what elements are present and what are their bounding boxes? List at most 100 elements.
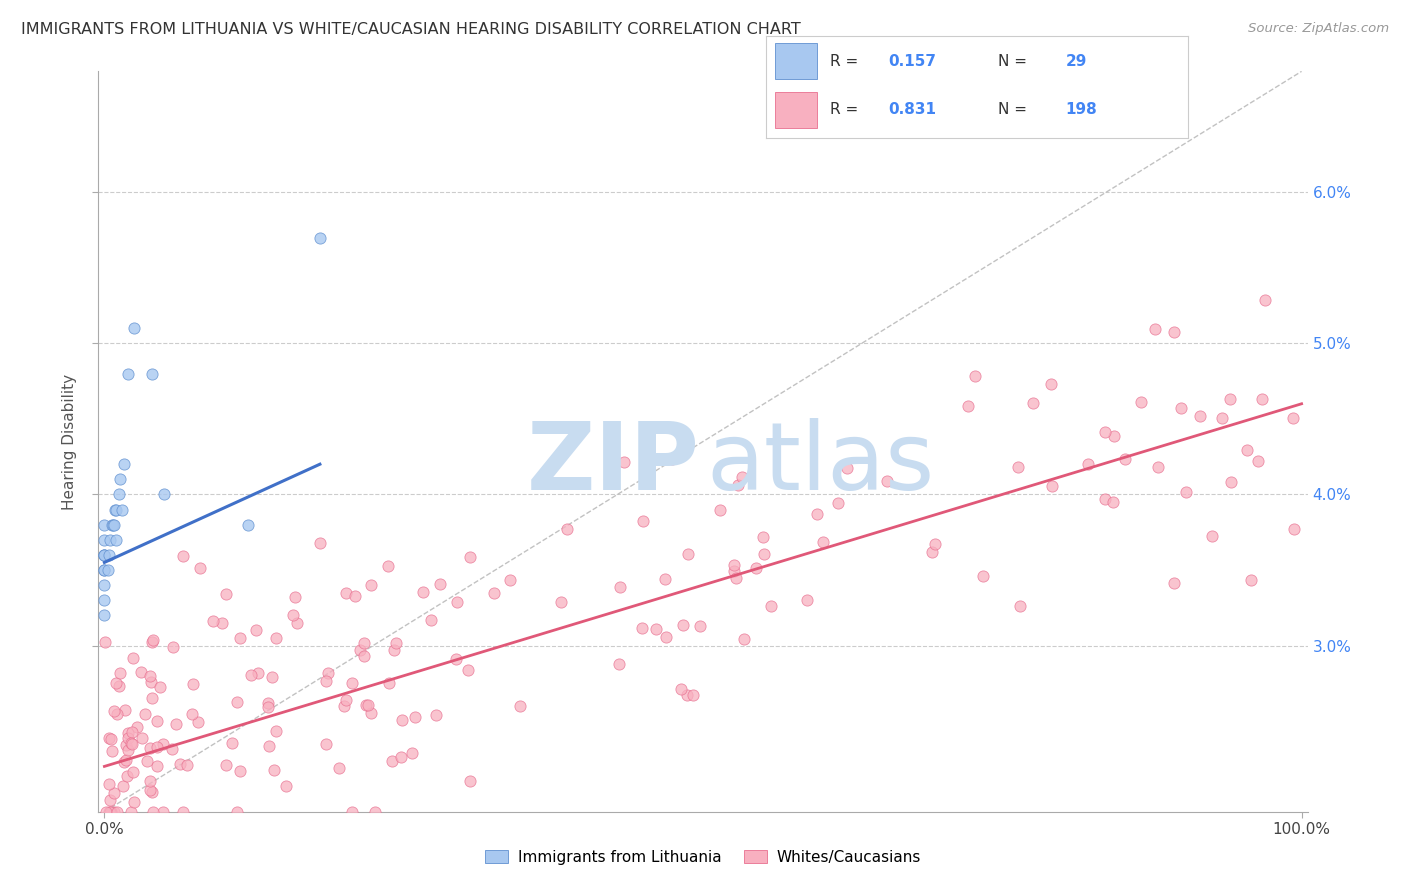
Text: 198: 198 <box>1066 102 1098 117</box>
Point <box>921 544 943 558</box>
Point <box>121 651 143 665</box>
Point <box>631 622 654 636</box>
Point <box>315 737 337 751</box>
Point <box>1251 392 1274 406</box>
Point <box>131 731 153 745</box>
Point <box>225 805 247 819</box>
Point <box>412 584 434 599</box>
Point <box>360 578 382 592</box>
Point <box>1007 459 1029 474</box>
Point <box>446 595 468 609</box>
Point <box>103 805 125 819</box>
Text: R =: R = <box>830 54 863 69</box>
Point <box>263 763 285 777</box>
Point <box>93 563 115 577</box>
Point <box>1040 479 1063 493</box>
Point <box>364 805 387 819</box>
Point <box>141 635 163 649</box>
Point <box>733 632 755 646</box>
Point <box>1147 460 1170 475</box>
Point <box>211 616 233 631</box>
Point <box>98 793 121 807</box>
Point <box>555 522 578 536</box>
Point <box>142 805 165 819</box>
Bar <box>775 43 817 78</box>
Point <box>661 452 683 467</box>
Point <box>162 640 184 655</box>
Point <box>285 616 308 631</box>
Point <box>671 681 693 696</box>
Point <box>108 472 131 486</box>
Point <box>682 689 704 703</box>
Point <box>389 749 412 764</box>
Point <box>340 805 363 819</box>
Point <box>93 517 115 532</box>
Point <box>508 698 530 713</box>
Point <box>202 614 225 628</box>
Point <box>100 732 122 747</box>
Point <box>139 782 162 797</box>
Point <box>97 777 120 791</box>
Point <box>1219 392 1241 406</box>
Point <box>796 593 818 607</box>
Point <box>1130 394 1153 409</box>
Point <box>93 635 115 649</box>
Point <box>1247 453 1270 467</box>
Point <box>344 589 367 603</box>
Point <box>607 657 630 671</box>
Point <box>245 623 267 637</box>
Point <box>127 720 149 734</box>
Point <box>107 487 129 501</box>
Point <box>609 580 631 594</box>
Point <box>153 487 176 501</box>
Text: N =: N = <box>998 54 1032 69</box>
Point <box>98 731 121 745</box>
Point <box>1094 425 1116 439</box>
Point <box>391 713 413 727</box>
Point <box>98 548 121 562</box>
Point <box>165 717 187 731</box>
Point <box>654 572 676 586</box>
Point <box>308 536 330 550</box>
Point <box>105 805 128 819</box>
Point <box>246 665 269 680</box>
Point <box>382 643 405 657</box>
Point <box>108 680 131 694</box>
Point <box>117 743 139 757</box>
Text: IMMIGRANTS FROM LITHUANIA VS WHITE/CAUCASIAN HEARING DISABILITY CORRELATION CHAR: IMMIGRANTS FROM LITHUANIA VS WHITE/CAUCA… <box>21 22 801 37</box>
Legend: Immigrants from Lithuania, Whites/Caucasians: Immigrants from Lithuania, Whites/Caucas… <box>479 844 927 871</box>
Text: N =: N = <box>998 102 1032 117</box>
Point <box>98 805 121 819</box>
Point <box>759 599 782 614</box>
Point <box>93 548 115 562</box>
Point <box>1201 529 1223 543</box>
Point <box>115 753 138 767</box>
Point <box>1094 492 1116 507</box>
Point <box>672 618 695 632</box>
Point <box>349 643 371 657</box>
Point <box>1114 452 1136 467</box>
Point <box>381 754 404 768</box>
Point <box>121 764 143 779</box>
Point <box>117 726 139 740</box>
Point <box>333 699 356 714</box>
Point <box>105 707 128 722</box>
Point <box>114 739 136 753</box>
Point <box>458 549 481 564</box>
Point <box>1163 576 1185 591</box>
Point <box>827 495 849 509</box>
Point <box>160 741 183 756</box>
Point <box>1008 599 1031 613</box>
Point <box>229 631 252 645</box>
Point <box>221 736 243 750</box>
Point <box>723 564 745 578</box>
Point <box>1175 485 1198 500</box>
Point <box>284 590 307 604</box>
Point <box>188 561 211 575</box>
Point <box>419 613 441 627</box>
Point <box>631 514 654 528</box>
Point <box>152 737 174 751</box>
Point <box>1163 325 1185 339</box>
Point <box>181 707 204 722</box>
Point <box>357 698 380 712</box>
